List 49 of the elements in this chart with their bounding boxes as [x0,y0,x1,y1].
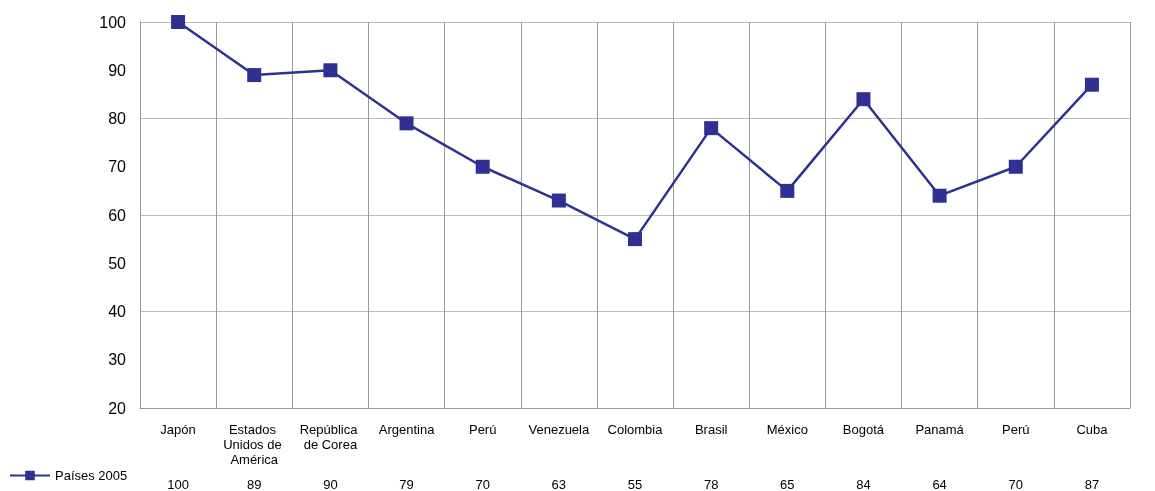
legend-label: Países 2005 [55,468,128,483]
y-tick-label: 90 [108,61,127,79]
point [1008,159,1023,174]
x-tick-label: Argentina [378,422,436,437]
y-tick-label: 70 [108,158,127,176]
data-label: 90 [323,477,338,491]
point [628,232,642,247]
x-tick-label: México [766,422,808,437]
x-tick-label: Japón [160,422,196,437]
y-tick-label: 30 [108,351,127,369]
x-tick-label: Estados Unidos de América [223,422,286,467]
point [1084,77,1099,92]
x-tick-label: Perú [1002,422,1030,437]
y-tick-label: 100 [99,13,127,31]
y-tick-label: 60 [108,206,127,224]
point [247,68,262,83]
x-tick-label: Brasil [694,422,728,437]
y-tick-label: 80 [108,110,127,127]
point [551,193,566,208]
data-label: 84 [856,477,871,491]
data-label: 87 [1084,477,1100,491]
y-tick-label: 20 [108,399,127,417]
point [171,15,186,29]
data-label: 100 [167,477,189,491]
x-tick-label: Colombia [607,422,664,437]
y-tick-label: 50 [108,254,127,272]
x-tick-label: Perú [468,422,497,437]
data-label: 89 [247,477,262,491]
point [399,116,414,131]
point [780,183,795,198]
data-label: 79 [399,477,414,491]
data-label: 64 [932,477,947,491]
point [932,188,947,203]
x-tick-label: República de Corea [299,422,362,452]
point [704,121,719,136]
point [475,159,490,174]
point [856,92,871,107]
data-label: 70 [475,477,490,491]
y-tick-label: 40 [108,303,127,320]
x-tick-label: Cuba [1076,422,1109,437]
x-tick-label: Panamá [915,422,965,437]
data-label: 65 [780,477,795,491]
data-label: 78 [703,477,719,491]
x-tick-label: Bogotá [842,422,885,437]
x-tick-label: Venezuela [528,422,590,437]
data-label: 55 [627,477,643,491]
data-label: 63 [551,477,567,491]
data-label: 70 [1008,477,1023,491]
point [323,63,338,78]
